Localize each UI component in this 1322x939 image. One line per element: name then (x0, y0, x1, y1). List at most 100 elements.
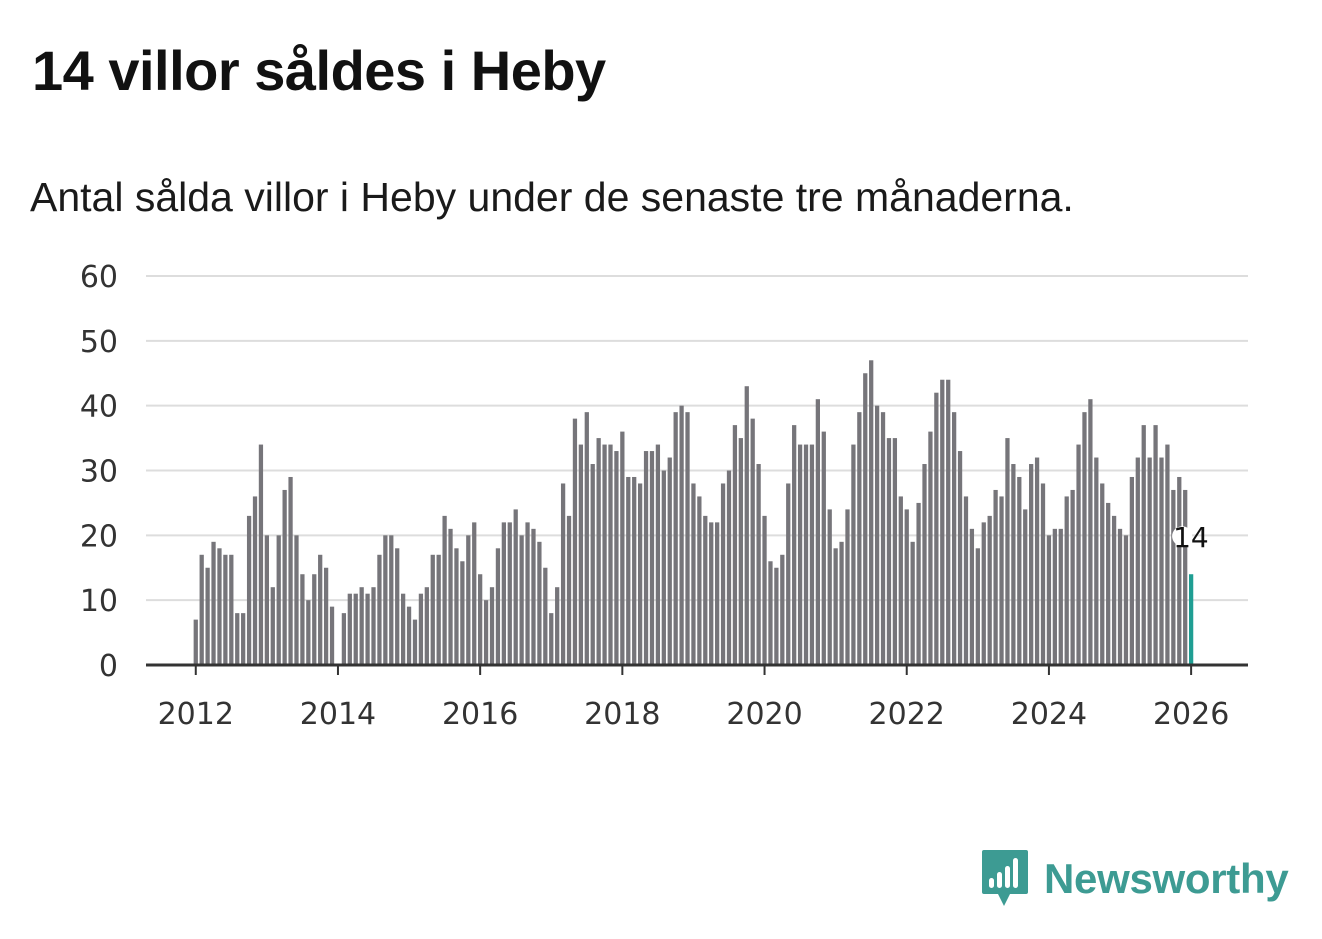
bar (957, 451, 963, 665)
bar (193, 619, 198, 665)
bar (323, 567, 329, 665)
bar (922, 464, 927, 665)
bar (246, 515, 252, 665)
bar (626, 476, 631, 665)
bar (543, 567, 548, 665)
bar (993, 489, 998, 665)
bar (851, 444, 856, 665)
y-tick-label: 10 (80, 584, 118, 619)
bar (1100, 483, 1105, 665)
bar (667, 457, 672, 665)
tick-labels: 0 10 20 30 40 50 60 2012 2014 2016 2018 2020 2022 202… (80, 260, 1229, 732)
bar (952, 412, 957, 665)
x-tick-label: 2022 (869, 697, 945, 732)
bar (525, 522, 530, 665)
bar (418, 593, 424, 665)
bar (1135, 457, 1140, 665)
bar (347, 593, 352, 665)
bar (880, 412, 886, 665)
bar (620, 431, 625, 665)
bar (1106, 502, 1111, 665)
bar (1177, 476, 1182, 665)
bar (483, 600, 489, 665)
bar (857, 412, 862, 665)
bar (406, 606, 412, 665)
bar (839, 541, 844, 665)
bar (655, 444, 661, 665)
bar (478, 574, 483, 665)
bar (1159, 457, 1164, 665)
bar (223, 554, 228, 665)
bar (199, 554, 204, 665)
x-tick-label: 2018 (584, 697, 660, 732)
y-tick-label: 40 (80, 390, 118, 425)
x-tick-label: 2014 (300, 697, 376, 732)
x-tick-label: 2012 (158, 697, 234, 732)
bar (1017, 476, 1022, 665)
bar (1123, 535, 1129, 665)
bar (750, 418, 755, 665)
bar (466, 535, 471, 665)
bar (448, 528, 453, 665)
bar (424, 587, 429, 665)
bar (892, 438, 898, 665)
bar (797, 444, 803, 665)
bar (288, 476, 293, 665)
bar (809, 444, 815, 665)
y-tick-label: 0 (99, 649, 118, 684)
annotation-marker (1172, 526, 1193, 547)
bar (732, 425, 738, 665)
bar (519, 535, 524, 665)
bar (981, 522, 986, 665)
x-tick-label: 2026 (1153, 697, 1229, 732)
bar (442, 515, 447, 665)
bar (637, 483, 643, 665)
bar (1171, 489, 1176, 665)
gridlines (146, 275, 1248, 602)
bar (697, 496, 702, 665)
bar (643, 451, 649, 665)
bar (1029, 464, 1034, 665)
bar (329, 606, 335, 665)
bar (803, 444, 809, 665)
bar (395, 548, 400, 665)
bar (679, 405, 684, 665)
brand-logo[interactable]: Newsworthy (980, 848, 1289, 910)
bar (614, 451, 619, 665)
bar (537, 541, 542, 665)
bar (898, 496, 903, 665)
bar (904, 509, 909, 665)
bar (359, 587, 364, 665)
bar (513, 509, 518, 665)
bar (572, 418, 578, 665)
bar (389, 535, 394, 665)
bar (282, 489, 287, 665)
bar (709, 522, 714, 665)
bars (193, 360, 1194, 665)
bar (685, 412, 690, 665)
bar-chart: 0 10 20 30 40 50 60 2012 2014 2016 2018 2020 2022 202… (80, 260, 1248, 732)
bar (270, 587, 275, 665)
bar (963, 496, 969, 665)
bar (780, 554, 785, 665)
bar (353, 593, 358, 665)
bar (495, 548, 501, 665)
bar (229, 554, 234, 665)
bar (560, 483, 566, 665)
y-tick-label: 60 (80, 260, 118, 295)
bar (205, 567, 210, 665)
bar (815, 399, 820, 665)
bar (1165, 444, 1170, 665)
bar (1111, 515, 1117, 665)
bar (756, 464, 761, 665)
bar (673, 412, 678, 665)
bar (318, 554, 323, 665)
bar (454, 548, 459, 665)
bar (762, 515, 767, 665)
bar (294, 535, 299, 665)
bar (1183, 489, 1188, 665)
bar (1023, 509, 1028, 665)
bar (1082, 412, 1087, 665)
bar (821, 431, 826, 665)
bar (1052, 528, 1057, 665)
